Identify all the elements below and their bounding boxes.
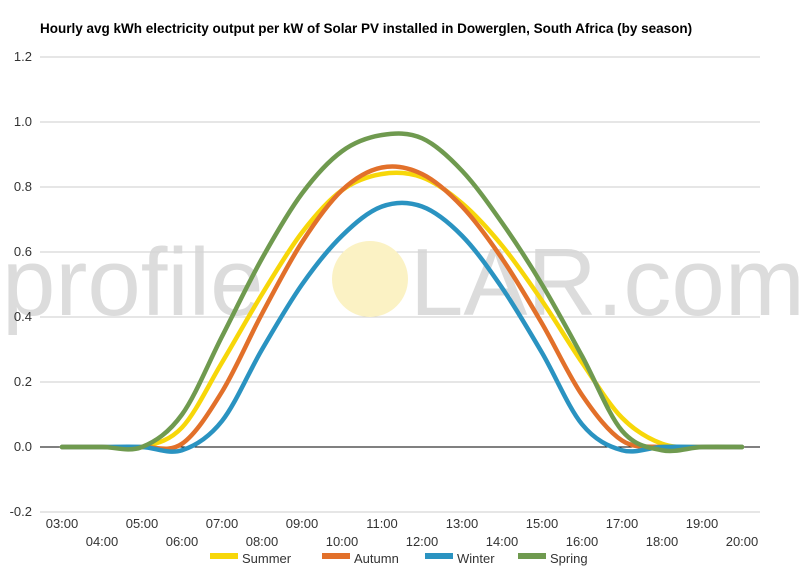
x-axis-ticks: 03:00 04:00 05:00 06:00 07:00 08:00 09:00 10:00… [46, 516, 759, 549]
x-tick-label: 17:00 [606, 516, 639, 531]
legend-swatch-winter [425, 553, 453, 559]
series-line-winter [59, 200, 745, 454]
y-tick-label: 0.4 [14, 309, 32, 324]
legend-label-summer: Summer [242, 551, 292, 566]
watermark-text-right: LAR.com [410, 229, 800, 336]
legend-label-winter: Winter [457, 551, 495, 566]
y-tick-label: 0.8 [14, 179, 32, 194]
x-tick-label: 06:00 [166, 534, 199, 549]
y-tick-label: 0.6 [14, 244, 32, 259]
x-tick-label: 18:00 [646, 534, 679, 549]
watermark: profile LAR.com [2, 229, 800, 336]
y-tick-label: 1.2 [14, 49, 32, 64]
y-tick-label: 0.2 [14, 374, 32, 389]
chart-title: Hourly avg kWh electricity output per kW… [40, 21, 692, 36]
watermark-text-left: profile [2, 229, 263, 336]
x-tick-label: 16:00 [566, 534, 599, 549]
x-tick-label: 07:00 [206, 516, 239, 531]
y-tick-label: 1.0 [14, 114, 32, 129]
legend-swatch-spring [518, 553, 546, 559]
series-line-spring [59, 131, 745, 454]
y-axis-ticks: 1.2 1.0 0.8 0.6 0.4 0.2 0.0 -0.2 [10, 49, 32, 519]
x-tick-label: 04:00 [86, 534, 119, 549]
x-tick-label: 15:00 [526, 516, 559, 531]
x-tick-label: 08:00 [246, 534, 279, 549]
x-tick-label: 13:00 [446, 516, 479, 531]
x-tick-label: 11:00 [366, 516, 398, 531]
x-tick-label: 19:00 [686, 516, 719, 531]
legend-swatch-autumn [322, 553, 350, 559]
x-tick-label: 05:00 [126, 516, 159, 531]
series-line-autumn [59, 164, 745, 451]
x-tick-label: 10:00 [326, 534, 359, 549]
legend-swatch-summer [210, 553, 238, 559]
y-tick-label: -0.2 [10, 504, 32, 519]
y-tick-label: 0.0 [14, 439, 32, 454]
legend: Summer Autumn Winter Spring [210, 551, 588, 566]
legend-label-autumn: Autumn [354, 551, 399, 566]
x-tick-label: 09:00 [286, 516, 319, 531]
x-tick-label: 20:00 [726, 534, 759, 549]
legend-label-spring: Spring [550, 551, 588, 566]
x-tick-label: 12:00 [406, 534, 439, 549]
series-lines [59, 131, 745, 454]
x-tick-label: 14:00 [486, 534, 519, 549]
series-line-summer [59, 170, 745, 451]
watermark-sun-icon [332, 241, 408, 317]
x-tick-label: 03:00 [46, 516, 79, 531]
